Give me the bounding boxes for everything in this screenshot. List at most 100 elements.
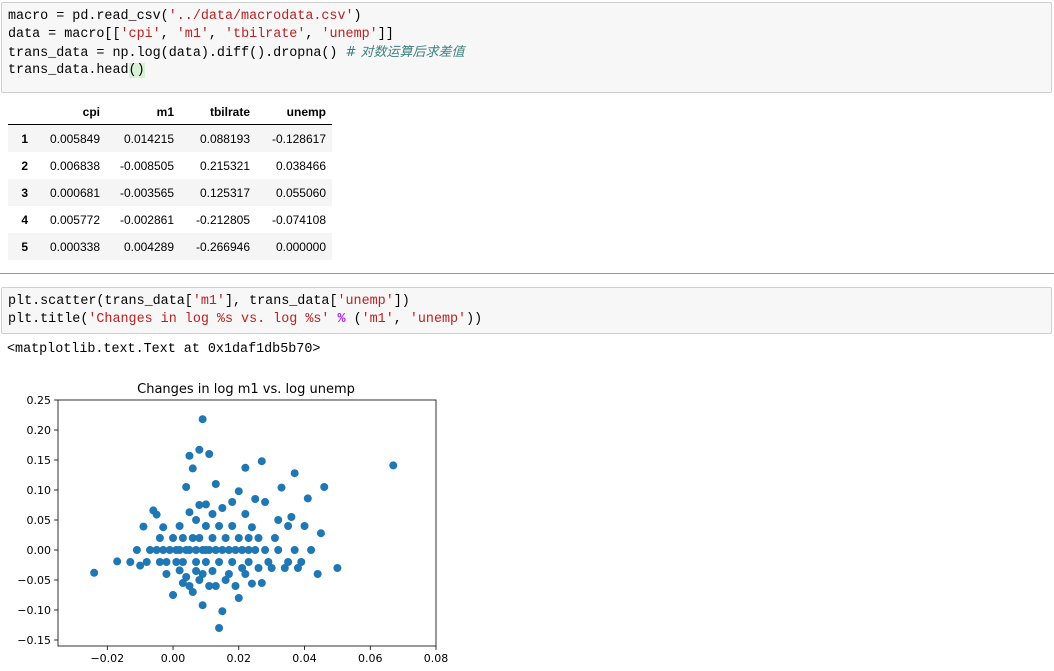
scatter-point [172,558,181,566]
y-tick-label: −0.10 [17,604,51,617]
code-line[interactable]: data = macro[['cpi', 'm1', 'tbilrate', '… [8,27,394,42]
scatter-point [175,566,184,575]
code-cell-1[interactable]: macro = pd.read_csv('../data/macrodata.c… [1,2,1052,93]
table-cell: 0.005849 [49,131,100,146]
scatter-point [188,534,197,542]
y-tick-label: −0.05 [17,574,51,587]
scatter-point [244,558,253,566]
y-tick-label: 0.15 [27,454,52,467]
scatter-point [201,522,210,530]
cell-divider [0,273,1054,274]
scatter-point [221,576,230,584]
table-cell: 0.004289 [123,239,174,254]
scatter-point [182,483,191,491]
code-line[interactable]: plt.title('Changes in log %s vs. log %s'… [8,312,483,327]
table-row: 2 0.006838 -0.008505 0.215321 0.038466 [8,152,332,179]
x-tick-label: 0.02 [227,652,252,665]
table-cell: -0.008505 [119,158,174,173]
scatter-point [165,546,174,554]
code-line[interactable]: trans_data = np.log(data).diff().dropna(… [8,45,465,61]
scatter-point [185,582,194,590]
scatter-point [188,464,197,473]
scatter-point [175,522,184,530]
scatter-point [178,558,187,566]
scatter-point [215,624,224,632]
x-tick-label: 0.04 [292,652,317,665]
scatter-point [195,501,204,509]
code-line[interactable]: macro = pd.read_csv('../data/macrodata.c… [8,9,362,24]
code-line[interactable]: trans_data.head() [8,63,145,78]
scatter-point [218,607,227,616]
table-cell: 0.000681 [49,185,100,200]
scatter-point [211,582,220,590]
y-tick-label: 0.00 [27,544,52,557]
scatter-point [244,546,253,554]
scatter-point [261,546,270,554]
y-tick-label: 0.05 [27,514,52,527]
scatter-point [333,564,342,572]
table-cell: 0.000000 [275,239,326,254]
table-row: 1 0.005849 0.014215 0.088193 -0.128617 [8,124,332,152]
table-cell: -0.212805 [195,212,250,227]
scatter-point [244,534,253,542]
axes-layer: −0.02 0.00 0.02 0.04 0.06 0.08 −0.15 −0.10 −0.05… [17,394,448,665]
scatter-point [238,546,247,554]
scatter-point [287,513,296,521]
scatter-point [192,546,201,554]
scatter-point [155,558,164,566]
table-cell: 0.038466 [275,158,326,173]
scatter-point [238,564,247,572]
table-cell: 0.000338 [49,239,100,254]
code-line[interactable]: plt.scatter(trans_data['m1'], trans_data… [8,294,410,309]
scatter-point [234,534,243,542]
scatter-point [274,546,283,554]
table-row: 4 0.005772 -0.002861 -0.212805 -0.074108 [8,206,332,233]
scatter-point [182,573,191,581]
row-index: 3 [21,185,28,200]
scatter-point [201,558,210,566]
scatter-point [113,557,122,566]
scatter-point [192,558,201,566]
scatter-point [198,570,207,578]
scatter-point [284,522,293,530]
scatter-point [290,546,299,554]
table-row: 5 0.000338 0.004289 -0.266946 0.000000 [8,233,332,260]
scatter-point [224,570,233,578]
scatter-point [231,582,240,590]
scatter-point [218,504,227,512]
scatter-point [169,534,178,542]
scatter-point [293,564,302,572]
table-cell: -0.128617 [271,131,326,146]
scatter-point [234,487,243,496]
table-cell: 0.055060 [275,185,326,200]
scatter-point [277,483,286,492]
scatter-point [185,451,194,460]
scatter-point [254,564,263,572]
scatter-point [159,523,168,532]
scatter-point [195,445,204,454]
scatter-point [257,457,266,466]
scatter-point [307,546,316,554]
scatter-point [320,483,329,491]
table-cell: 0.088193 [199,131,250,146]
scatter-point [241,463,250,472]
scatter-point [247,523,256,532]
scatter-point [211,480,220,488]
index-header [8,100,34,125]
scatter-point [192,516,201,524]
table-cell: 0.006838 [49,158,100,173]
scatter-point [228,498,237,506]
scatter-point [297,558,306,566]
scatter-point [208,534,217,542]
scatter-point [211,546,220,554]
scatter-point [159,546,168,554]
code-cell-2[interactable]: plt.scatter(trans_data['m1'], trans_data… [1,287,1052,334]
scatter-point [284,558,293,566]
scatter-point [264,558,273,566]
scatter-point [208,567,217,575]
scatter-point [251,495,260,503]
scatter-point [152,546,161,554]
column-header: m1 [106,100,180,125]
scatter-point [162,570,171,578]
scatter-point [267,564,276,572]
